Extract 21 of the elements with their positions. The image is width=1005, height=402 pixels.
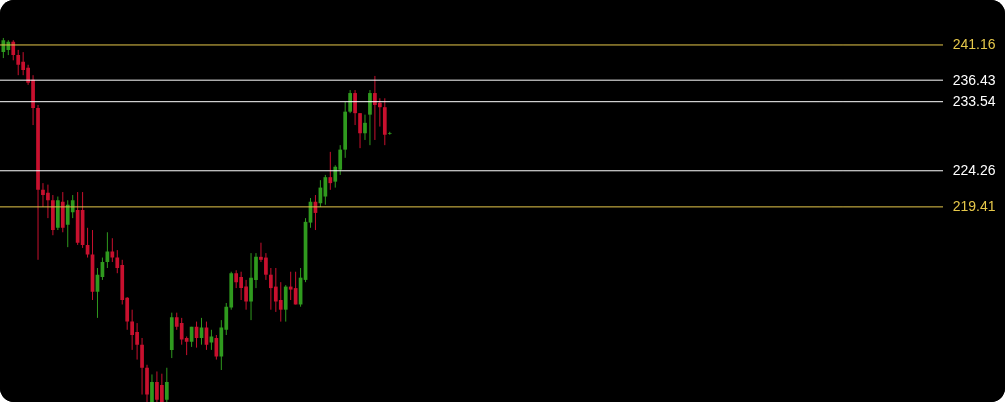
candlestick <box>358 112 362 149</box>
candlestick <box>328 151 333 191</box>
y-tick-label: 241.16 <box>952 36 996 53</box>
y-tick-label: 219.41 <box>952 198 996 215</box>
candlestick <box>377 97 382 128</box>
candlestick <box>110 237 115 263</box>
candlestick <box>16 49 21 76</box>
candlestick <box>164 367 169 402</box>
candlestick <box>283 284 288 323</box>
candlestick <box>363 114 367 141</box>
candlestick <box>150 373 154 402</box>
candlestick <box>140 337 144 396</box>
candlestick <box>353 89 357 126</box>
candlestick <box>278 281 283 323</box>
candlestick <box>130 309 135 351</box>
y-tick-label: 236.43 <box>952 71 996 88</box>
y-tick-label: 233.54 <box>952 93 996 110</box>
y-tick-label: 224.26 <box>952 162 996 179</box>
candlestick <box>323 174 328 206</box>
candlestick <box>368 89 372 146</box>
candlestick <box>288 271 293 301</box>
